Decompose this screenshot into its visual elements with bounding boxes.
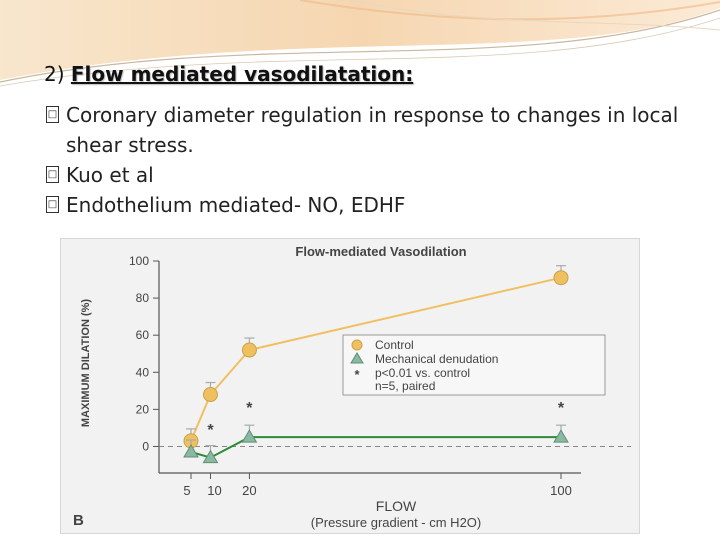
- legend-denudation-marker: [350, 352, 364, 364]
- y-tick-label: 40: [136, 365, 150, 379]
- panel-label: B: [73, 512, 84, 529]
- y-axis-label: MAXIMUM DILATION (%): [80, 299, 92, 427]
- data-point-denudation: [202, 449, 219, 464]
- bullet-glyph: □: [46, 166, 59, 183]
- bullet-text: Coronary diameter regulation in response…: [66, 103, 679, 157]
- bullet-glyph: □: [46, 106, 59, 123]
- bullet-item: □ Coronary diameter regulation in respon…: [46, 100, 686, 160]
- legend-significance-marker: *: [354, 367, 360, 382]
- legend-item: Mechanical denudation: [375, 352, 498, 366]
- y-tick-label: 0: [142, 439, 149, 453]
- bullet-text: Kuo et al: [66, 163, 154, 187]
- x-tick-label: 100: [550, 483, 572, 498]
- x-axis-label: FLOW: [376, 498, 417, 514]
- y-tick-label: 20: [136, 402, 150, 416]
- x-tick-label: 10: [207, 483, 221, 498]
- data-point-control: [241, 342, 257, 358]
- legend-control-marker: [351, 339, 363, 351]
- legend-box: [342, 334, 606, 396]
- chart-figure: Flow-mediated Vasodilation 0 20 40 60 80 100 5 1…: [60, 238, 640, 534]
- chart-svg: Flow-mediated Vasodilation 0 20 40 60 80 100 5 1…: [73, 244, 631, 530]
- significance-mark: *: [207, 422, 214, 439]
- bullet-item: □ Endothelium mediated- NO, EDHF: [46, 190, 686, 220]
- data-point-control: [553, 270, 569, 286]
- data-point-denudation: [183, 444, 199, 458]
- legend-item: Control: [375, 338, 414, 352]
- x-tick-label: 5: [183, 483, 190, 498]
- x-tick-label: 20: [242, 483, 256, 498]
- y-tick-label: 60: [136, 328, 150, 342]
- header-decoration: [0, 0, 720, 87]
- significance-mark: *: [558, 400, 565, 417]
- legend-item: p<0.01 vs. control: [375, 366, 470, 380]
- bullet-item: □ Kuo et al: [46, 160, 686, 190]
- bullet-text: Endothelium mediated- NO, EDHF: [66, 193, 406, 217]
- data-point-control: [202, 387, 218, 403]
- title-number: 2): [44, 62, 65, 86]
- title-text: Flow mediated vasodilatation:: [70, 62, 414, 86]
- chart-title: Flow-mediated Vasodilation: [295, 244, 466, 259]
- data-point-denudation: [241, 429, 258, 443]
- bullet-list: □ Coronary diameter regulation in respon…: [46, 100, 686, 220]
- y-tick-label: 100: [129, 254, 149, 268]
- significance-mark: *: [246, 400, 253, 417]
- series-line-1: [190, 436, 561, 459]
- slide-title: 2) Flow mediated vasodilatation:: [44, 62, 413, 86]
- y-tick-label: 80: [136, 291, 150, 305]
- bullet-glyph: □: [46, 196, 59, 213]
- data-point-denudation: [553, 429, 569, 443]
- series-line-0: [190, 276, 562, 442]
- legend-item: n=5, paired: [375, 379, 435, 393]
- x-axis-sublabel: (Pressure gradient - cm H2O): [311, 515, 482, 530]
